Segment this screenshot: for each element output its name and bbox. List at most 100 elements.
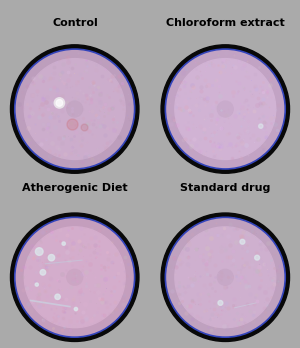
Circle shape <box>172 224 279 331</box>
Circle shape <box>26 61 123 158</box>
Circle shape <box>45 247 104 307</box>
Circle shape <box>224 276 226 278</box>
Circle shape <box>191 243 260 312</box>
Circle shape <box>176 228 275 327</box>
Circle shape <box>35 70 114 149</box>
Circle shape <box>205 256 246 298</box>
Circle shape <box>192 76 259 143</box>
Circle shape <box>201 253 250 302</box>
Circle shape <box>21 56 128 163</box>
Circle shape <box>31 234 118 321</box>
Circle shape <box>177 229 274 326</box>
Text: Chloroform extract: Chloroform extract <box>166 18 284 27</box>
Circle shape <box>49 83 100 135</box>
Circle shape <box>196 248 254 306</box>
Circle shape <box>209 93 241 125</box>
Circle shape <box>58 92 92 126</box>
Circle shape <box>48 254 55 261</box>
Circle shape <box>202 253 249 301</box>
Circle shape <box>40 243 109 312</box>
Circle shape <box>172 56 279 163</box>
Circle shape <box>205 88 246 130</box>
Circle shape <box>67 269 83 285</box>
Circle shape <box>199 82 252 136</box>
Circle shape <box>168 52 283 166</box>
Circle shape <box>38 72 111 145</box>
Circle shape <box>183 235 268 320</box>
Circle shape <box>216 268 234 286</box>
Circle shape <box>220 104 230 114</box>
Circle shape <box>198 81 253 137</box>
Circle shape <box>202 85 249 133</box>
Circle shape <box>185 69 266 150</box>
Circle shape <box>208 91 243 127</box>
Circle shape <box>183 66 268 152</box>
Circle shape <box>202 86 248 132</box>
Circle shape <box>62 264 88 290</box>
Circle shape <box>194 246 257 309</box>
Circle shape <box>176 60 275 158</box>
Circle shape <box>34 69 115 150</box>
Circle shape <box>35 248 43 255</box>
Circle shape <box>63 97 87 121</box>
Circle shape <box>189 72 262 145</box>
Circle shape <box>186 238 265 317</box>
Circle shape <box>47 250 102 305</box>
Circle shape <box>206 259 244 296</box>
Circle shape <box>67 101 83 117</box>
Circle shape <box>50 84 99 134</box>
Circle shape <box>58 260 92 294</box>
Circle shape <box>173 225 278 330</box>
Circle shape <box>62 242 65 245</box>
Circle shape <box>167 219 284 335</box>
Circle shape <box>43 77 106 141</box>
Circle shape <box>56 259 94 296</box>
Circle shape <box>193 77 258 142</box>
Circle shape <box>11 213 139 341</box>
Circle shape <box>224 108 226 110</box>
Circle shape <box>219 271 231 283</box>
Circle shape <box>65 99 85 119</box>
Circle shape <box>25 228 124 327</box>
Circle shape <box>44 247 105 308</box>
Circle shape <box>24 58 125 159</box>
Circle shape <box>179 231 272 324</box>
Circle shape <box>29 64 120 155</box>
Circle shape <box>215 267 235 287</box>
Circle shape <box>41 244 108 311</box>
Circle shape <box>23 226 126 329</box>
Circle shape <box>222 106 228 112</box>
Circle shape <box>20 55 129 164</box>
Circle shape <box>171 223 280 332</box>
Circle shape <box>17 220 132 334</box>
Circle shape <box>181 64 270 153</box>
Circle shape <box>32 235 117 320</box>
Circle shape <box>214 266 236 288</box>
Circle shape <box>218 269 233 285</box>
Circle shape <box>61 263 88 291</box>
Circle shape <box>218 270 232 284</box>
Circle shape <box>206 89 245 129</box>
Circle shape <box>56 90 94 128</box>
Circle shape <box>196 80 254 138</box>
Circle shape <box>27 230 122 325</box>
Circle shape <box>74 108 76 110</box>
Circle shape <box>21 224 128 331</box>
Circle shape <box>33 236 116 319</box>
Circle shape <box>213 97 237 121</box>
Circle shape <box>188 71 263 147</box>
Circle shape <box>73 107 77 111</box>
Circle shape <box>59 93 91 125</box>
Circle shape <box>221 105 229 113</box>
Circle shape <box>203 87 247 131</box>
Circle shape <box>218 101 233 117</box>
Circle shape <box>24 227 125 328</box>
Circle shape <box>185 237 266 318</box>
Circle shape <box>221 273 229 281</box>
Circle shape <box>19 222 130 333</box>
Circle shape <box>209 261 241 293</box>
Circle shape <box>200 83 251 135</box>
Circle shape <box>66 268 84 286</box>
Circle shape <box>72 106 78 112</box>
Circle shape <box>53 255 97 299</box>
